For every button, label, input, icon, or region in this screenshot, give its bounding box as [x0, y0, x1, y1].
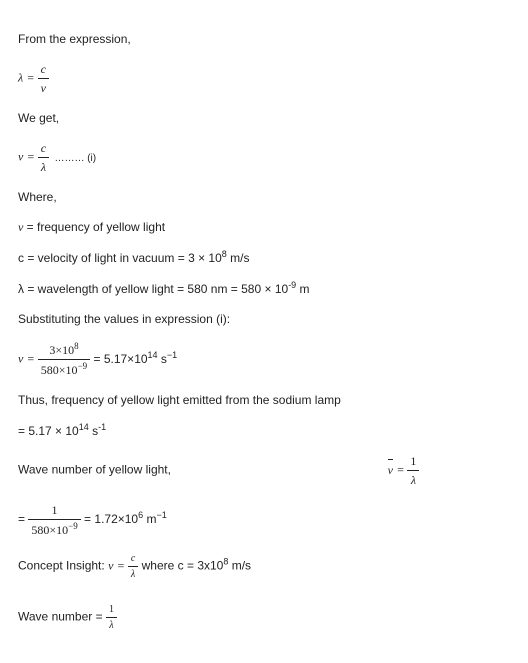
equation-lambda: λ = c v [18, 60, 510, 97]
denominator: 580×10−9 [28, 519, 80, 539]
numerator: 1 [28, 501, 80, 519]
result: = 1.72×106 m−1 [84, 512, 167, 526]
def-c-text: = velocity of light in vacuum = 3 × 10 [24, 251, 222, 265]
denominator: λ [106, 617, 117, 633]
fraction-c-over-lambda: c λ [128, 551, 138, 582]
numerator: c [128, 551, 138, 566]
unit: s [89, 424, 98, 438]
numerator: 1 [106, 602, 117, 617]
unit: m/s [227, 251, 250, 265]
insight-label: Concept Insight: [18, 559, 108, 573]
wavenumber-line: Wave number of yellow light, v = 1 λ [18, 452, 510, 489]
unit-exp: -1 [98, 422, 106, 432]
denominator: λ [38, 157, 49, 176]
def-v-text: = frequency of yellow light [23, 220, 165, 234]
def-c: c = velocity of light in vacuum = 3 × 10… [18, 248, 510, 267]
denominator: v [38, 78, 49, 97]
fraction-calc: 3×108 580×10−9 [38, 340, 90, 379]
equals: = [27, 352, 38, 366]
calculation-wavenumber: = 1 580×10−9 = 1.72×106 m−1 [18, 501, 510, 539]
numerator: c [38, 60, 49, 78]
equals: = [27, 71, 38, 85]
denominator: λ [407, 470, 419, 489]
result: = 5.17×1014 s−1 [93, 352, 177, 366]
numerator: c [38, 139, 49, 157]
equals: = [396, 463, 407, 477]
we-get-text: We get, [18, 109, 510, 127]
fraction-1-over-lambda: 1 λ [407, 452, 419, 489]
numerator: 3×108 [38, 340, 90, 359]
fraction-c-over-v: c v [38, 60, 49, 97]
unit: m [296, 282, 309, 296]
fraction-1-over-lambda: 1 λ [106, 602, 117, 633]
var-v: v [108, 559, 113, 573]
var-lambda: λ [18, 71, 23, 85]
var-v: v [18, 150, 23, 164]
var-vbar: v [388, 461, 393, 479]
wavenumber-formula: Wave number = 1 λ [18, 602, 510, 633]
intro-text: From the expression, [18, 30, 510, 48]
denominator: λ [128, 566, 138, 582]
equals: = [27, 150, 38, 164]
exp: 14 [79, 422, 89, 432]
def-v: v = frequency of yellow light [18, 218, 510, 236]
var-v: v [18, 352, 23, 366]
insight-where: where c = 3x10 [142, 559, 224, 573]
concept-insight: Concept Insight: v = c λ where c = 3x108… [18, 551, 510, 582]
equation-tag: ……… (i) [54, 153, 96, 164]
substituting-text: Substituting the values in expression (i… [18, 310, 510, 328]
equation-v: v = c λ ……… (i) [18, 139, 510, 176]
denominator: 580×10−9 [38, 359, 90, 379]
numerator: 1 [407, 452, 419, 470]
unit: m/s [228, 559, 251, 573]
fraction-calc: 1 580×10−9 [28, 501, 80, 539]
answer-frequency: = 5.17 × 1014 s-1 [18, 421, 510, 440]
fraction-c-over-lambda: c λ [38, 139, 49, 176]
answer-value: = 5.17 × 10 [18, 424, 79, 438]
def-lambda-text: = wavelength of yellow light = 580 nm = … [24, 282, 288, 296]
equals: = [18, 512, 28, 526]
equals: = [117, 559, 128, 573]
exp: -9 [288, 280, 296, 290]
wavenumber-label: Wave number of yellow light, [18, 463, 174, 477]
def-lambda: λ = wavelength of yellow light = 580 nm … [18, 279, 510, 298]
where-label: Where, [18, 188, 510, 206]
label: Wave number = [18, 610, 106, 624]
thus-text: Thus, frequency of yellow light emitted … [18, 391, 510, 409]
calculation-frequency: v = 3×108 580×10−9 = 5.17×1014 s−1 [18, 340, 510, 379]
